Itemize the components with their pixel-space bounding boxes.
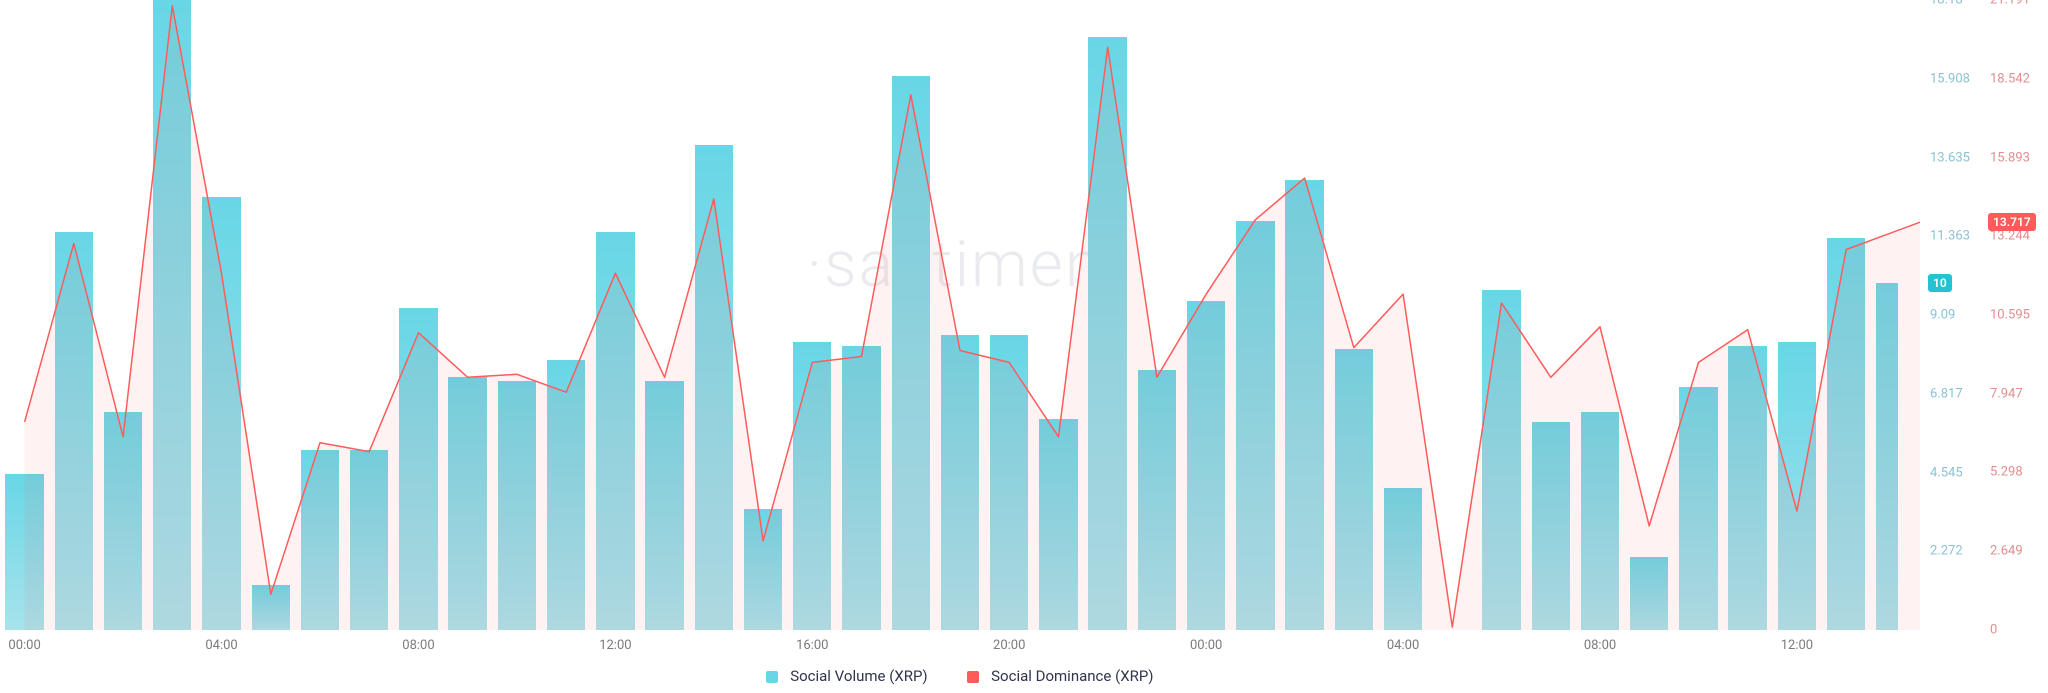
x-tick-label: 12:00: [599, 638, 631, 653]
x-tick-label: 12:00: [1781, 638, 1813, 653]
legend-item-social-dominance[interactable]: Social Dominance (XRP): [967, 667, 1153, 685]
legend-swatch: [967, 671, 979, 683]
y-left-tick-label: 9.09: [1930, 308, 1955, 323]
y-right-tick-label: 7.947: [1990, 386, 2023, 401]
y-right-tick-label: 10.595: [1990, 308, 2030, 323]
y-right-tick-label: 15.893: [1990, 150, 2030, 165]
y-right-tick-label: 5.298: [1990, 465, 2023, 480]
x-tick-label: 16:00: [796, 638, 828, 653]
x-tick-label: 00:00: [1190, 638, 1222, 653]
y-right-tick-label: 18.542: [1990, 71, 2030, 86]
x-tick-label: 20:00: [993, 638, 1025, 653]
current-value-badge-right: 13.717: [1988, 213, 2036, 231]
x-tick-label: 08:00: [1584, 638, 1616, 653]
line-layer: [0, 0, 1920, 630]
legend-swatch: [766, 671, 778, 683]
y-left-tick-label: 6.817: [1930, 386, 1963, 401]
legend-label: Social Dominance (XRP): [991, 667, 1153, 685]
x-tick-label: 00:00: [8, 638, 40, 653]
legend-item-social-volume[interactable]: Social Volume (XRP): [766, 667, 927, 685]
plot-area: ·santiment: [0, 0, 1920, 630]
x-tick-label: 04:00: [1387, 638, 1419, 653]
y-left-tick-label: 2.272: [1930, 544, 1963, 559]
santiment-chart: ·santiment 00:00 04:00 08:00 12:00 16:00 20:0…: [0, 0, 2048, 693]
y-right-tick-label: 0: [1990, 623, 1997, 638]
y-left-tick-label: 18.18: [1930, 0, 1963, 8]
current-value-badge-left: 10: [1928, 274, 1952, 292]
y-left-tick-label: 11.363: [1930, 229, 1970, 244]
legend-label: Social Volume (XRP): [790, 667, 927, 685]
y-left-tick-label: 15.908: [1930, 71, 1970, 86]
x-tick-label: 08:00: [402, 638, 434, 653]
line-area-fill: [25, 6, 1920, 630]
y-left-tick-label: 13.635: [1930, 150, 1970, 165]
x-tick-label: 04:00: [205, 638, 237, 653]
y-left-tick-label: 4.545: [1930, 465, 1963, 480]
y-right-tick-label: 21.191: [1990, 0, 2030, 8]
legend: Social Volume (XRP) Social Dominance (XR…: [0, 667, 1920, 685]
y-right-tick-label: 2.649: [1990, 544, 2023, 559]
